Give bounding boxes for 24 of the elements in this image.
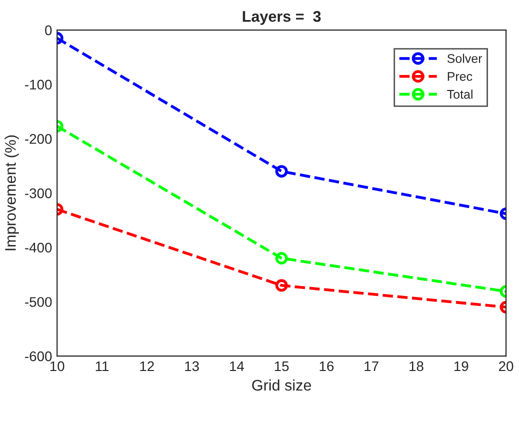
x-tick-label: 14 bbox=[230, 361, 244, 371]
y-tick-label: -500 bbox=[25, 297, 52, 307]
x-tick-label: 12 bbox=[140, 361, 154, 371]
x-tick-label: 20 bbox=[499, 361, 514, 372]
x-tick-label: 13 bbox=[185, 361, 199, 372]
x-tick-label: 19 bbox=[454, 361, 468, 372]
legend-label: Total bbox=[447, 90, 472, 99]
x-tick-label: 16 bbox=[320, 361, 334, 372]
legend-label: Prec bbox=[448, 72, 472, 81]
x-tick-label: 10 bbox=[50, 361, 64, 372]
y-axis-title: Improvement (%) bbox=[4, 135, 19, 250]
x-tick-label: 17 bbox=[364, 361, 378, 371]
y-tick-label: -300 bbox=[25, 188, 52, 198]
chart-title: Layers = 3 bbox=[242, 11, 321, 25]
y-tick-label: -600 bbox=[25, 351, 52, 362]
y-tick-label: -200 bbox=[25, 134, 52, 144]
y-tick-label: 0 bbox=[45, 25, 52, 36]
x-tick-label: 15 bbox=[274, 361, 289, 372]
x-tick-label: 18 bbox=[410, 361, 424, 372]
x-axis-title: Grid size bbox=[252, 379, 312, 391]
y-tick-label: -100 bbox=[25, 80, 52, 90]
legend-label: Solver bbox=[447, 54, 482, 63]
x-tick-label: 11 bbox=[96, 361, 109, 371]
y-tick-label: -400 bbox=[25, 242, 52, 253]
